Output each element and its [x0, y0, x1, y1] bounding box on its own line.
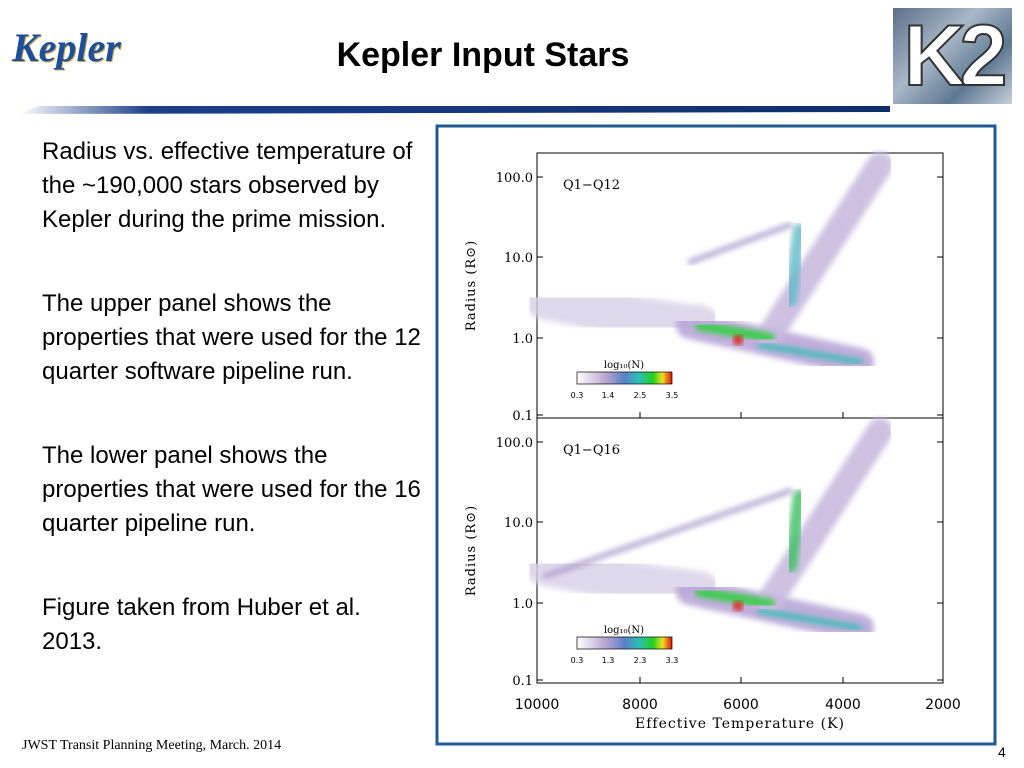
colorbar-tick: 3.5 — [666, 391, 679, 400]
x-tick-label: 8000 — [622, 697, 658, 713]
colorbar — [576, 371, 673, 385]
header-bar — [18, 106, 890, 114]
colorbar-tick: 0.3 — [571, 391, 584, 400]
colorbar-tick: 2.5 — [634, 391, 647, 400]
x-axis-label: Effective Temperature (K) — [635, 716, 845, 732]
density — [687, 222, 793, 265]
page-number: 4 — [998, 744, 1006, 760]
density — [757, 342, 863, 365]
density-peak — [733, 601, 743, 611]
colorbar-title: log₁₀(N) — [604, 625, 644, 636]
y-tick-label: 10.0 — [504, 516, 533, 531]
logo: Kepler — [12, 25, 121, 70]
y-tick-label: 1.0 — [512, 332, 533, 347]
x-tick-label: 2000 — [925, 697, 961, 713]
panel-label: Q1−Q12 — [563, 178, 620, 193]
y-tick-label: 100.0 — [496, 436, 533, 451]
paragraph: The lower panel shows the properties tha… — [42, 442, 421, 537]
density — [695, 587, 775, 609]
paragraph: Radius vs. effective temperature of the … — [42, 138, 413, 233]
figure-frame — [435, 124, 997, 746]
panel-label: Q1−Q16 — [563, 443, 620, 458]
density — [783, 489, 807, 573]
density — [542, 488, 793, 579]
density — [695, 321, 775, 343]
colorbar-tick: 0.3 — [571, 656, 584, 665]
footer: JWST Transit Planning Meeting, March. 20… — [22, 738, 282, 753]
y-tick-label: 100.0 — [496, 171, 533, 186]
y-axis-label: Radius (R⊙) — [464, 505, 479, 596]
y-tick-label: 10.0 — [504, 251, 533, 266]
colorbar — [576, 636, 673, 650]
y-tick-label: 1.0 — [512, 597, 533, 612]
y-axis-label: Radius (R⊙) — [464, 240, 479, 331]
plots: 100.0 10.0 1.0 0.1 Q1−Q12 Radius (R⊙) log₁₀(N)… — [464, 152, 961, 732]
x-tick-label: 4000 — [825, 697, 861, 713]
colorbar-tick: 3.3 — [666, 656, 679, 665]
slide-title: Kepler Input Stars — [336, 36, 630, 74]
paragraph: The upper panel shows the properties tha… — [42, 290, 421, 385]
x-tick-label: 10000 — [515, 697, 560, 713]
y-tick-label: 0.1 — [512, 674, 533, 689]
body-text: Radius vs. effective temperature of the … — [42, 135, 422, 709]
paragraph: Figure taken from Huber et al. 2013. — [42, 594, 361, 655]
density — [757, 608, 863, 631]
x-tick-label: 6000 — [723, 697, 759, 713]
colorbar-title: log₁₀(N) — [604, 360, 644, 371]
density — [783, 223, 807, 307]
colorbar-tick: 1.4 — [602, 391, 615, 400]
colorbar-tick: 1.3 — [602, 656, 615, 665]
k2-badge: K2 — [893, 7, 1012, 105]
colorbar-tick: 2.3 — [634, 656, 647, 665]
y-tick-label: 0.1 — [512, 409, 533, 424]
density-peak — [733, 335, 743, 345]
